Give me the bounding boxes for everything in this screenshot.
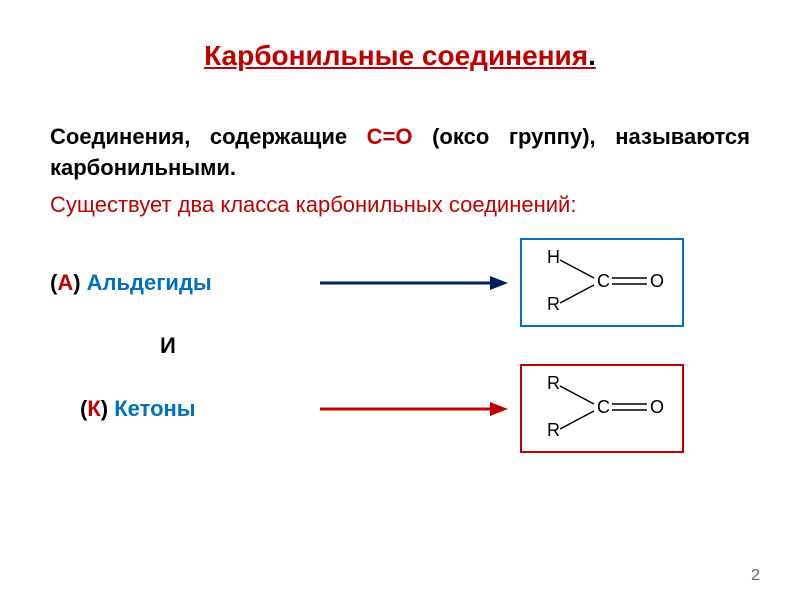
ketone-molecule-box: R R C O xyxy=(520,364,684,453)
ketone-molecule-icon: R R C O xyxy=(532,371,672,441)
ketone-c-atom: C xyxy=(597,397,610,417)
aldehyde-diagram: H R C O xyxy=(520,238,720,327)
title-text: Карбонильные соединения xyxy=(204,40,588,71)
definition-line: Соединения, содержащие С=О (оксо группу)… xyxy=(50,122,750,184)
ketone-row: (К) Кетоны R R C O xyxy=(50,369,750,449)
k-letter: К xyxy=(87,396,100,421)
arrow-icon xyxy=(320,384,520,434)
a-letter: А xyxy=(57,270,73,295)
aldehyde-h-atom: H xyxy=(547,247,560,267)
k-paren-close: ) xyxy=(101,396,114,421)
aldehyde-r-group: R xyxy=(547,294,560,314)
ketone-label: (К) Кетоны xyxy=(50,396,320,422)
ketone-r1-group: R xyxy=(547,373,560,393)
subtypes-intro: Существует два класса карбонильных соеди… xyxy=(50,192,750,218)
aldehyde-label: (А) Альдегиды xyxy=(50,270,320,296)
a-paren-close: ) xyxy=(73,270,86,295)
aldehyde-o-atom: O xyxy=(650,271,664,291)
aldehyde-arrow-container xyxy=(320,258,520,308)
and-connector: И xyxy=(50,333,750,359)
def-highlight: С=О xyxy=(367,124,413,149)
aldehyde-c-atom: C xyxy=(597,271,610,291)
arrow-icon xyxy=(320,258,520,308)
aldehyde-row: (А) Альдегиды H R C O xyxy=(50,243,750,323)
ketone-o-atom: O xyxy=(650,397,664,417)
aldehyde-molecule-box: H R C O xyxy=(520,238,684,327)
ketone-arrow-container xyxy=(320,384,520,434)
ketone-r2-group: R xyxy=(547,420,560,440)
aldehyde-name: Альдегиды xyxy=(87,270,212,295)
page-number: 2 xyxy=(751,567,760,585)
def-part-a: Соединения, содержащие xyxy=(50,124,367,149)
ketone-diagram: R R C O xyxy=(520,364,720,453)
ketone-name: Кетоны xyxy=(114,396,195,421)
slide-title: Карбонильные соединения. xyxy=(50,40,750,72)
aldehyde-molecule-icon: H R C O xyxy=(532,245,672,315)
title-dot: . xyxy=(588,40,596,71)
